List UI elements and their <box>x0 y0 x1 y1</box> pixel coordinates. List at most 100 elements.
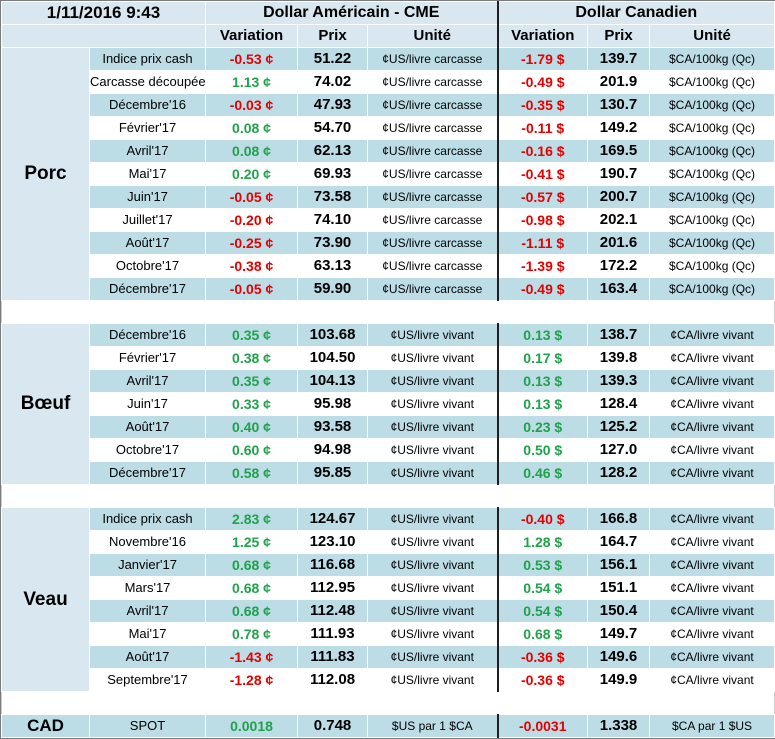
spacer-cell <box>0 300 775 324</box>
contract-label: Août'17 <box>88 231 207 255</box>
usd-price: 63.13 <box>297 254 369 278</box>
contract-label: Indice prix cash <box>88 507 207 531</box>
cad-variation: 1.28 $ <box>496 530 589 554</box>
contract-label: Avril'17 <box>88 139 207 163</box>
cad-price: 150.4 <box>587 599 651 623</box>
usd-variation: 0.08 ¢ <box>205 139 299 163</box>
contract-label: Septembre'17 <box>88 668 207 692</box>
usd-price: 73.58 <box>297 185 369 209</box>
table-row: Octobre'17 0.60 ¢ 94.98 ¢US/livre vivant 0.5… <box>2 438 775 462</box>
usd-price: 124.67 <box>297 507 369 531</box>
cad-price: 149.2 <box>587 116 651 140</box>
cad-price: 200.7 <box>587 185 651 209</box>
table-row: Août'17 0.40 ¢ 93.58 ¢US/livre vivant 0.23 $… <box>2 415 775 439</box>
usd-unit: ¢US/livre vivant <box>367 576 499 600</box>
cad-price: 139.8 <box>587 346 651 370</box>
cad-unit: $CA/100kg (Qc) <box>649 231 775 255</box>
usd-price: 93.58 <box>297 415 369 439</box>
contract-label: Février'17 <box>88 116 207 140</box>
usd-price: 62.13 <box>297 139 369 163</box>
cad-unit: $CA/100kg (Qc) <box>649 139 775 163</box>
group-label: Porc <box>1 47 90 301</box>
table-row: Février'17 0.08 ¢ 54.70 ¢US/livre carcasse -… <box>2 116 775 140</box>
usd-variation: 0.20 ¢ <box>205 162 299 186</box>
spacer-cell <box>0 484 775 508</box>
usd-price: 0.748 <box>297 714 369 738</box>
cad-price: 164.7 <box>587 530 651 554</box>
contract-label: Décembre'16 <box>88 323 207 347</box>
cad-variation: -0.16 $ <box>496 139 589 163</box>
contract-label: Août'17 <box>88 415 207 439</box>
usd-price: 95.98 <box>297 392 369 416</box>
table-row: Juin'17 -0.05 ¢ 73.58 ¢US/livre carcasse -0.… <box>2 185 775 209</box>
cad-price: 172.2 <box>587 254 651 278</box>
cad-variation: 0.17 $ <box>496 346 589 370</box>
table-row: Juin'17 0.33 ¢ 95.98 ¢US/livre vivant 0.13 $… <box>2 392 775 416</box>
usd-price: 112.95 <box>297 576 369 600</box>
usd-variation: -0.20 ¢ <box>205 208 299 232</box>
usd-variation: 0.33 ¢ <box>205 392 299 416</box>
cad-variation: 0.53 $ <box>496 553 589 577</box>
usd-variation: 0.35 ¢ <box>205 369 299 393</box>
usd-variation: -0.03 ¢ <box>205 93 299 117</box>
table-row: Avril'17 0.35 ¢ 104.13 ¢US/livre vivant 0.13… <box>2 369 775 393</box>
usd-price: 104.50 <box>297 346 369 370</box>
cad-price: 149.7 <box>587 622 651 646</box>
cad-unit: $CA/100kg (Qc) <box>649 116 775 140</box>
table-row: Porc Indice prix cash -0.53 ¢ 51.22 ¢US/livr… <box>1 47 775 301</box>
usd-price: 74.02 <box>297 70 369 94</box>
cad-unit: ¢CA/livre vivant <box>649 323 775 347</box>
cad-variation: 0.13 $ <box>496 392 589 416</box>
usd-col-variation: Variation <box>205 24 299 48</box>
usd-unit: ¢US/livre carcasse <box>367 162 499 186</box>
usd-unit: ¢US/livre carcasse <box>367 185 499 209</box>
contract-label: Décembre'17 <box>88 461 207 485</box>
usd-price: 112.48 <box>297 599 369 623</box>
cad-price: 190.7 <box>587 162 651 186</box>
usd-unit: ¢US/livre vivant <box>367 461 499 485</box>
usd-price: 116.68 <box>297 553 369 577</box>
cad-unit: $CA/100kg (Qc) <box>649 254 775 278</box>
cad-unit: ¢CA/livre vivant <box>649 668 775 692</box>
table-row: Mai'17 0.20 ¢ 69.93 ¢US/livre carcasse -0.41… <box>2 162 775 186</box>
usd-unit: ¢US/livre carcasse <box>367 116 499 140</box>
header-row-titles: 1/11/2016 9:43 Dollar Américain - CME Do… <box>0 1 775 25</box>
contract-label: Avril'17 <box>88 369 207 393</box>
cad-price: 163.4 <box>587 277 651 301</box>
usd-variation: 1.25 ¢ <box>205 530 299 554</box>
cad-unit: ¢CA/livre vivant <box>649 622 775 646</box>
cad-unit: ¢CA/livre vivant <box>649 369 775 393</box>
cad-price: 139.7 <box>587 47 651 71</box>
usd-unit: ¢US/livre vivant <box>367 392 499 416</box>
cad-unit: ¢CA/livre vivant <box>649 553 775 577</box>
usd-unit: ¢US/livre carcasse <box>367 70 499 94</box>
usd-variation: -1.43 ¢ <box>205 645 299 669</box>
usd-unit: ¢US/livre vivant <box>367 599 499 623</box>
usd-unit: ¢US/livre vivant <box>367 415 499 439</box>
cad-variation: -0.41 $ <box>496 162 589 186</box>
cad-unit: ¢CA/livre vivant <box>649 392 775 416</box>
cad-variation: 0.46 $ <box>496 461 589 485</box>
group-label: Bœuf <box>1 323 90 485</box>
table-row: Décembre'17 -0.05 ¢ 59.90 ¢US/livre carcass… <box>2 277 775 301</box>
cad-col-variation: Variation <box>496 24 589 48</box>
usd-variation: -0.38 ¢ <box>205 254 299 278</box>
cad-unit: ¢CA/livre vivant <box>649 645 775 669</box>
cad-col-prix: Prix <box>587 24 651 48</box>
spot-label: SPOT <box>88 714 207 738</box>
usd-variation: 2.83 ¢ <box>205 507 299 531</box>
usd-variation: 0.35 ¢ <box>205 323 299 347</box>
usd-unit: ¢US/livre vivant <box>367 323 499 347</box>
usd-price: 104.13 <box>297 369 369 393</box>
cad-price: 127.0 <box>587 438 651 462</box>
contract-label: Mai'17 <box>88 622 207 646</box>
cad-price: 130.7 <box>587 93 651 117</box>
contract-label: Mai'17 <box>88 162 207 186</box>
usd-unit: ¢US/livre vivant <box>367 507 499 531</box>
usd-price: 51.22 <box>297 47 369 71</box>
cad-variation: -1.39 $ <box>496 254 589 278</box>
cad-price: 201.6 <box>587 231 651 255</box>
cad-variation: -0.40 $ <box>496 507 589 531</box>
